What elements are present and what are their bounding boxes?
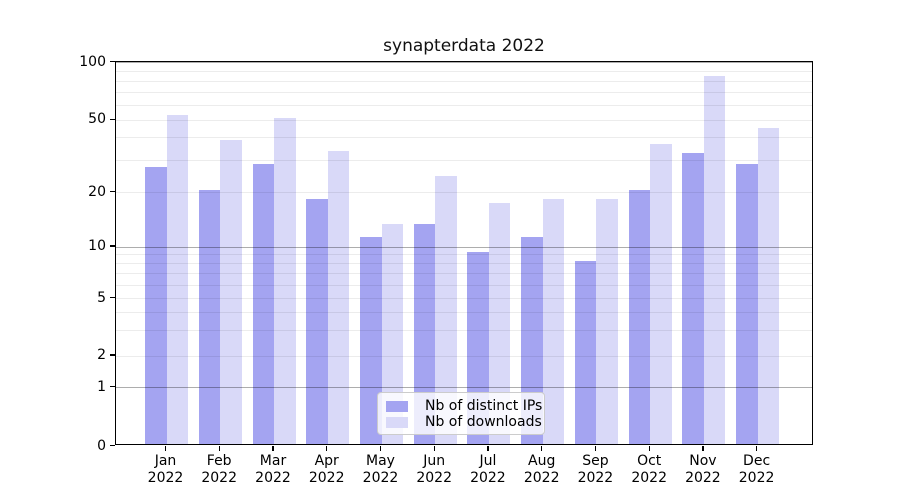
chart-title: synapterdata 2022 [383, 36, 545, 56]
gridline [116, 330, 812, 332]
bar-distinct-ips [360, 237, 382, 444]
bar-downloads [488, 202, 511, 444]
bar-distinct-ips [574, 261, 597, 444]
bar-downloads [327, 150, 350, 444]
y-tick-mark [110, 297, 115, 299]
y-tick-mark [110, 444, 115, 447]
bar-downloads [650, 143, 672, 444]
gridline [116, 62, 812, 63]
x-tick-mark [594, 446, 597, 451]
legend-label-downloads: Nb of downloads [425, 414, 542, 430]
gridline [116, 91, 812, 93]
bar-distinct-ips [413, 223, 436, 444]
y-tick-mark [110, 191, 115, 193]
x-tick-label: Jul 2022 [470, 452, 506, 486]
y-tick-mark [110, 245, 115, 247]
x-tick-label: Aug 2022 [523, 452, 560, 486]
gridline [116, 254, 812, 256]
x-tick-mark [487, 446, 489, 451]
y-tick-mark [110, 60, 115, 63]
bar-downloads [596, 198, 618, 444]
bar-downloads [381, 223, 403, 444]
x-tick-label: Apr 2022 [308, 452, 345, 486]
x-tick-mark [541, 446, 543, 451]
legend-item-downloads: Nb of downloads [386, 414, 542, 430]
x-tick-label: Dec 2022 [738, 452, 775, 486]
gridline [116, 355, 812, 357]
bar-distinct-ips [736, 163, 758, 444]
x-tick-label: May 2022 [362, 452, 399, 486]
legend-swatch-downloads [386, 416, 408, 428]
bar-distinct-ips [682, 153, 704, 444]
legend-swatch-distinct-ips [386, 400, 408, 412]
y-tick-mark [110, 118, 115, 120]
gridline [116, 160, 812, 162]
x-tick-mark [702, 446, 704, 451]
y-tick-label: 10 [88, 238, 106, 254]
gridline [116, 298, 812, 300]
legend: Nb of distinct IPs Nb of downloads [377, 392, 545, 435]
x-tick-label: Feb 2022 [201, 452, 237, 486]
x-tick-label: Nov 2022 [685, 452, 721, 486]
bar-distinct-ips [628, 190, 651, 444]
x-tick-label: Mar 2022 [255, 452, 291, 486]
x-tick-mark [326, 446, 328, 451]
bar-distinct-ips [198, 190, 221, 444]
x-tick-mark [433, 446, 435, 451]
x-tick-mark [272, 446, 274, 451]
bar-downloads [274, 117, 296, 444]
gridline [116, 119, 812, 121]
y-tick-label: 100 [79, 53, 106, 70]
bar-distinct-ips [306, 198, 328, 444]
y-tick-label: 50 [88, 111, 106, 128]
bar-downloads [757, 127, 780, 444]
gridline [116, 104, 812, 106]
y-tick-label: 5 [97, 289, 106, 306]
gridline [116, 263, 812, 265]
bar-downloads [703, 75, 726, 444]
bar-downloads [435, 175, 457, 444]
x-tick-label: Jun 2022 [416, 452, 452, 486]
y-tick-label: 20 [88, 183, 106, 200]
x-tick-label: Oct 2022 [631, 452, 667, 486]
y-tick-mark [110, 354, 115, 356]
legend-item-distinct-ips: Nb of distinct IPs [386, 398, 542, 414]
y-tick-label: 0 [97, 437, 106, 454]
bar-downloads [166, 114, 188, 444]
gridline [116, 192, 812, 194]
x-tick-mark [379, 446, 382, 451]
gridline [116, 273, 812, 275]
y-tick-label: 2 [97, 347, 106, 363]
bar-distinct-ips [252, 163, 274, 444]
x-tick-mark [648, 446, 650, 451]
plot-area [115, 61, 813, 445]
bar-downloads [542, 198, 565, 444]
gridline [116, 312, 812, 314]
y-tick-mark [110, 386, 115, 388]
gridline [116, 246, 812, 248]
x-tick-label: Jan 2022 [147, 452, 184, 486]
gridline [116, 284, 812, 286]
gridline [116, 137, 812, 139]
legend-label-distinct-ips: Nb of distinct IPs [425, 398, 543, 414]
gridline [116, 387, 812, 389]
x-tick-mark [218, 446, 220, 451]
gridline [116, 70, 812, 72]
y-tick-label: 1 [97, 378, 106, 395]
bar-distinct-ips [145, 166, 167, 444]
x-tick-mark [164, 446, 167, 451]
x-tick-label: Sep 2022 [577, 452, 614, 486]
bar-downloads [220, 139, 242, 444]
x-tick-mark [756, 446, 758, 451]
gridline [116, 80, 812, 82]
